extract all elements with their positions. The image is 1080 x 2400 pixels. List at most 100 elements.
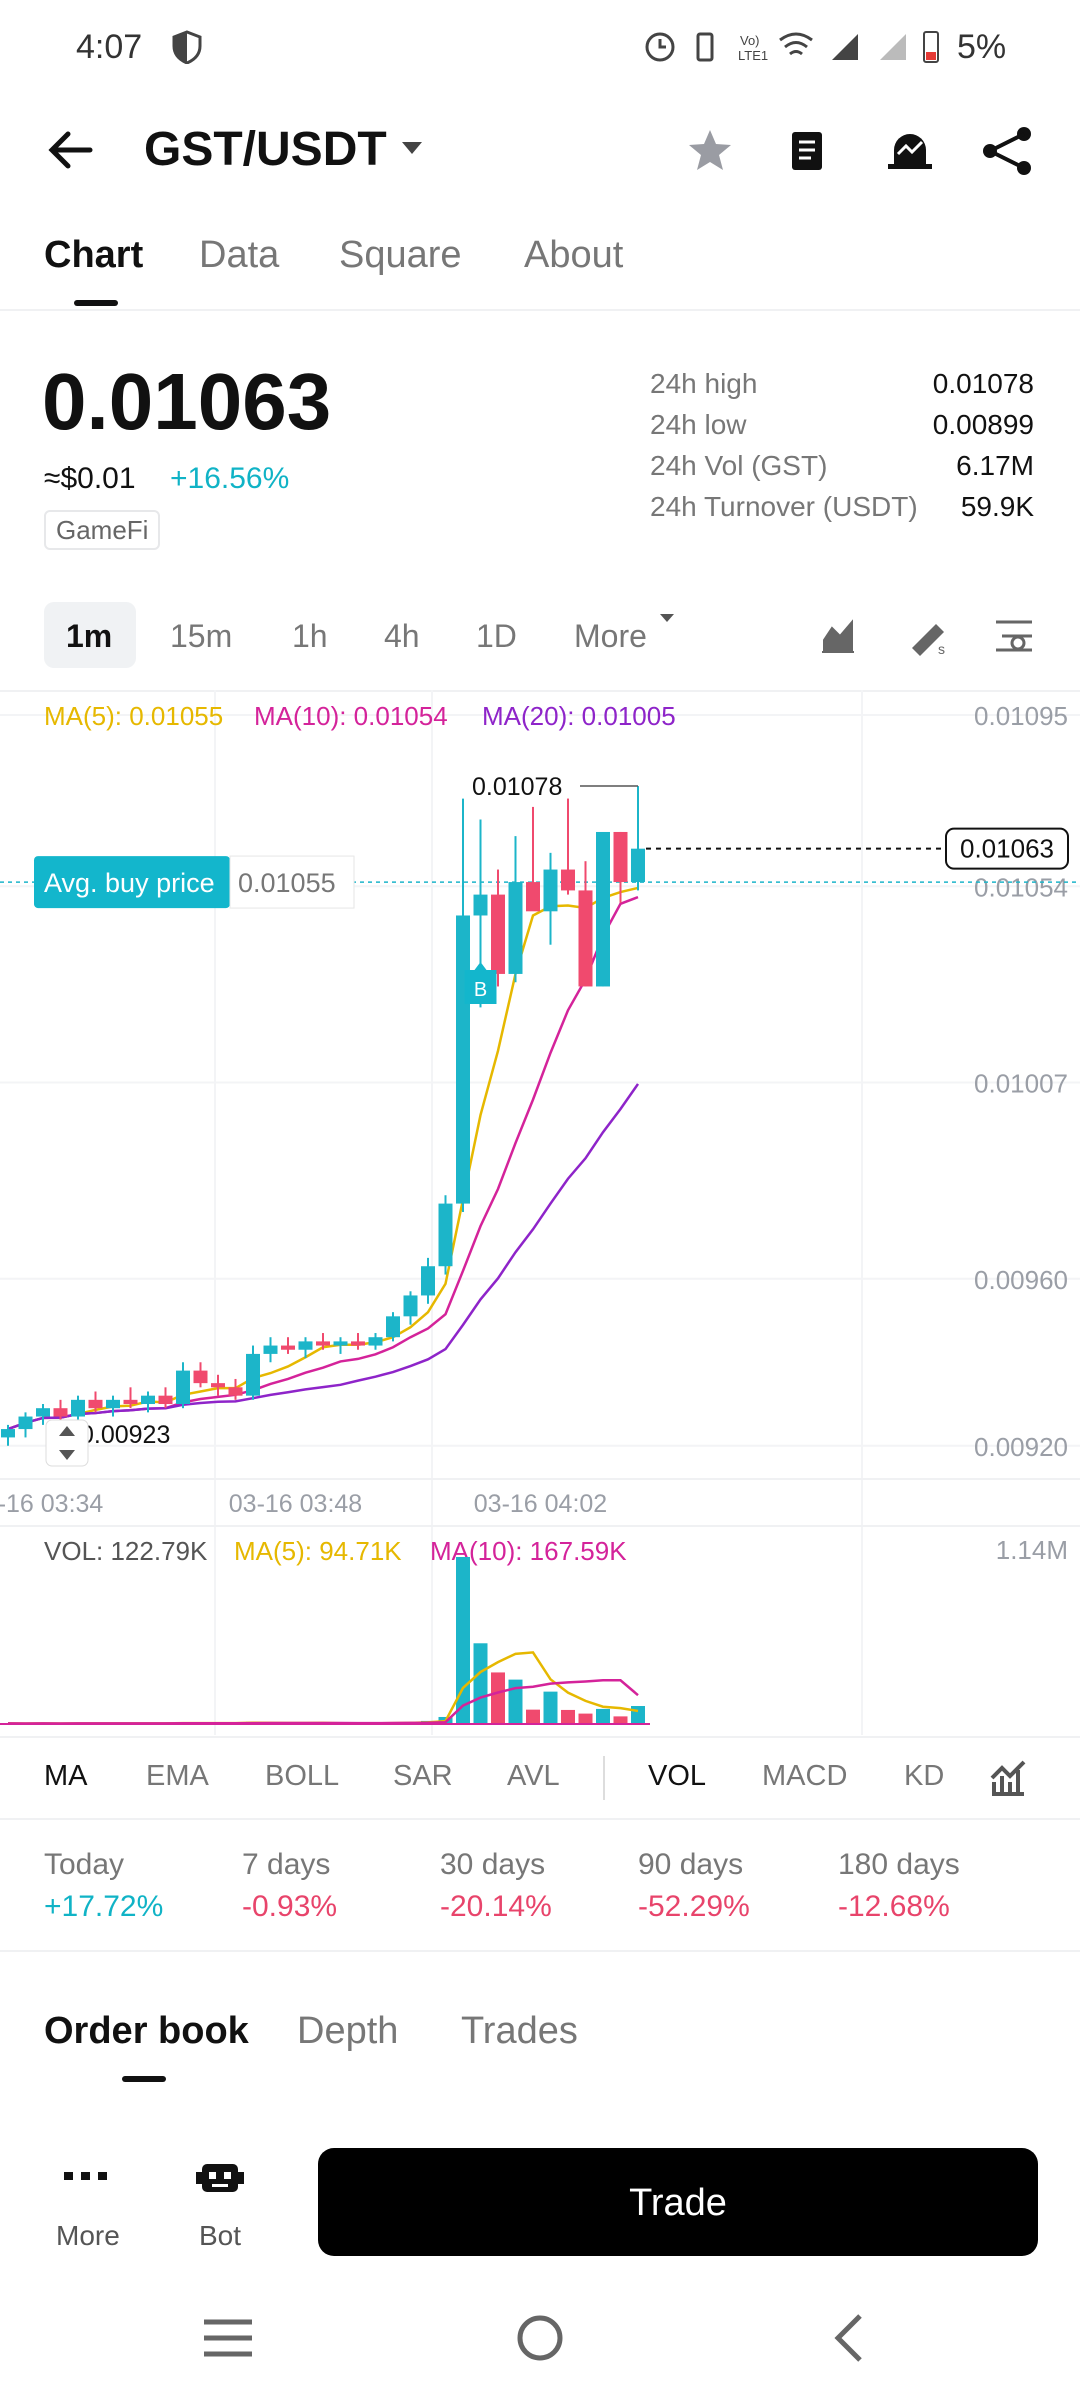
back-button[interactable] [46, 128, 94, 172]
candle-body [351, 1341, 365, 1346]
home[interactable] [517, 2315, 563, 2361]
pair-title[interactable]: GST/USDT [144, 123, 387, 176]
volume-bar [508, 1679, 523, 1724]
chart-tools[interactable]: s [818, 616, 1040, 656]
timeframe[interactable]: 1h [292, 618, 328, 654]
timeframe[interactable]: More [574, 618, 647, 654]
vol-legend: MA(5): 94.71K [234, 1536, 402, 1566]
tab[interactable]: Data [199, 234, 280, 276]
buy-marker-label: B [474, 979, 487, 1001]
battery-level: 5% [957, 28, 1007, 66]
timeframe[interactable]: 15m [170, 618, 233, 654]
kline-chart: 0.01095 0.01054 0.01007 0.00960 0.00920 MA(5)… [0, 690, 1080, 1735]
last-price: 0.01063 [42, 357, 332, 446]
candle-body [473, 894, 488, 916]
stat-label: 24h Vol (GST) [650, 450, 828, 481]
candle-body [263, 1345, 278, 1354]
stat-label: 24h high [650, 368, 758, 399]
trade-button[interactable] [318, 2148, 1038, 2256]
candle-body [386, 1316, 400, 1338]
back[interactable] [834, 2314, 862, 2362]
volume-bar [613, 1716, 628, 1724]
more-icon[interactable] [64, 2170, 108, 2182]
book-tab[interactable]: Depth [297, 2010, 399, 2052]
timeframe[interactable]: 1D [476, 618, 517, 654]
volume-bar [526, 1709, 540, 1724]
header-icons [689, 127, 1031, 175]
book-tab[interactable]: Order book [44, 2010, 249, 2052]
period-label: 180 days [838, 1848, 960, 1881]
divider [0, 1818, 1080, 1820]
tab[interactable]: About [524, 234, 624, 276]
stat-value: 0.00899 [932, 409, 1034, 440]
recent-apps[interactable] [204, 2319, 252, 2357]
indicator-tab[interactable]: MA [44, 1760, 88, 1792]
tab-indicator [74, 300, 118, 306]
x-tick-label: -16 03:34 [0, 1490, 103, 1518]
indicator-tab[interactable]: MACD [762, 1760, 848, 1792]
candle-body [491, 894, 505, 974]
timeframe[interactable]: 1m [66, 618, 113, 654]
book-tab[interactable]: Trades [461, 2010, 578, 2052]
tab[interactable]: Chart [44, 234, 144, 276]
period-label: Today [44, 1848, 125, 1881]
divider [0, 1736, 1080, 1738]
indicator-tab[interactable]: EMA [146, 1760, 209, 1792]
candle-body [158, 1395, 173, 1405]
candle-body [1, 1429, 15, 1438]
y-tick-label: 0.01095 [974, 701, 1068, 731]
svg-text:Vo): Vo) [740, 33, 760, 48]
selected-bg [44, 602, 136, 668]
candle-body [421, 1266, 435, 1296]
indicator-tab[interactable]: BOLL [265, 1760, 340, 1792]
x-tick-label: 03-16 03:48 [229, 1490, 362, 1518]
ma-line [7, 1083, 640, 1431]
ma-legend: MA(5): 0.01055 [44, 701, 223, 731]
favorite-icon[interactable] [689, 130, 731, 170]
candle-body [246, 1353, 260, 1396]
period-value: -12.68% [838, 1890, 950, 1923]
candle-body [106, 1399, 120, 1409]
scroll-arrows [59, 1426, 75, 1460]
tab[interactable]: Square [339, 234, 462, 276]
indicator-tab[interactable]: AVL [507, 1760, 560, 1792]
indicator-tab[interactable]: VOL [648, 1760, 707, 1792]
candle-body [526, 882, 540, 912]
bot-icon[interactable] [196, 2160, 244, 2196]
change: +16.56% [170, 462, 290, 495]
y-tick-label: 0.00920 [974, 1432, 1068, 1462]
indicator-settings[interactable] [988, 1758, 1028, 1798]
more-label[interactable]: More [56, 2220, 120, 2251]
candle-body [123, 1399, 138, 1405]
candle-body [53, 1408, 68, 1417]
bot-label[interactable]: Bot [199, 2220, 242, 2251]
candle-body [631, 848, 645, 883]
volume-bar [491, 1672, 505, 1724]
indicator-tab[interactable]: SAR [393, 1760, 453, 1792]
stat-value: 6.17M [956, 450, 1034, 481]
timeframe[interactable]: 4h [384, 618, 420, 654]
high-label: 0.01078 [472, 773, 562, 801]
candle-body [18, 1416, 33, 1430]
divider [0, 1525, 1080, 1527]
x-tick-label: 03-16 04:02 [474, 1490, 607, 1518]
usd-price: ≈$0.01 [44, 462, 136, 495]
candle-body [176, 1370, 190, 1405]
vol-tick-label: 1.14M [996, 1535, 1068, 1565]
y-tick-label: 0.00960 [974, 1265, 1068, 1295]
avg-buy-tag [34, 856, 230, 909]
ma-legend: MA(10): 0.01054 [254, 701, 448, 731]
y-tick-label: 0.01054 [974, 872, 1068, 902]
dropdown-caret[interactable] [400, 140, 424, 156]
tag[interactable]: GameFi [44, 510, 161, 550]
divider [0, 690, 1080, 692]
divider [0, 1950, 1080, 1952]
avg-buy-label: Avg. buy price [44, 868, 215, 898]
candle-body [281, 1345, 295, 1350]
trade-label[interactable]: Trade [629, 2182, 727, 2224]
candle-body [543, 869, 558, 912]
share-icon[interactable] [985, 132, 1025, 170]
indicator-tab[interactable]: KD [904, 1760, 945, 1792]
current-price: 0.01063 [960, 834, 1054, 864]
